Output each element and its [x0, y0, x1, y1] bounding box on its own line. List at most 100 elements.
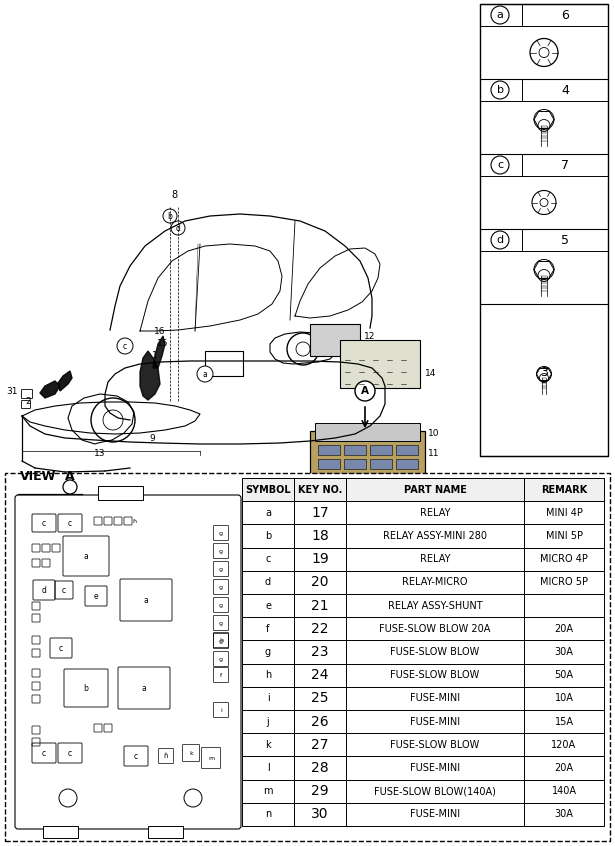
Text: c: c — [59, 644, 63, 652]
FancyBboxPatch shape — [294, 756, 346, 780]
Text: b: b — [496, 85, 504, 95]
Text: 140A: 140A — [552, 786, 576, 796]
Text: FUSE-MINI: FUSE-MINI — [410, 810, 460, 820]
Circle shape — [163, 209, 177, 223]
Polygon shape — [40, 381, 60, 398]
FancyBboxPatch shape — [148, 826, 183, 838]
FancyBboxPatch shape — [242, 710, 294, 733]
FancyBboxPatch shape — [5, 473, 610, 841]
FancyBboxPatch shape — [294, 525, 346, 547]
FancyBboxPatch shape — [396, 473, 418, 483]
Text: c: c — [68, 749, 72, 757]
Text: c: c — [68, 519, 72, 528]
Text: FUSE-MINI: FUSE-MINI — [410, 694, 460, 703]
Text: 11: 11 — [428, 449, 440, 458]
Text: 15: 15 — [157, 339, 169, 348]
Text: i: i — [267, 694, 269, 703]
FancyBboxPatch shape — [318, 459, 340, 469]
Text: MICRO 4P: MICRO 4P — [540, 554, 588, 564]
Text: FUSE-MINI: FUSE-MINI — [410, 763, 460, 773]
Text: 8: 8 — [171, 190, 177, 200]
Text: g: g — [219, 567, 223, 572]
FancyBboxPatch shape — [242, 571, 294, 594]
Text: 20: 20 — [311, 575, 329, 590]
Text: FUSE-SLOW BLOW: FUSE-SLOW BLOW — [391, 647, 480, 657]
Text: 15A: 15A — [555, 717, 574, 727]
FancyBboxPatch shape — [242, 501, 294, 525]
FancyBboxPatch shape — [344, 473, 366, 483]
FancyBboxPatch shape — [242, 618, 294, 640]
FancyBboxPatch shape — [294, 687, 346, 710]
FancyBboxPatch shape — [524, 547, 604, 571]
Text: g: g — [219, 585, 223, 590]
Text: l: l — [267, 763, 269, 773]
FancyBboxPatch shape — [346, 663, 524, 687]
Text: VIEW: VIEW — [20, 470, 57, 483]
Text: g: g — [219, 620, 223, 625]
FancyBboxPatch shape — [242, 478, 294, 501]
FancyBboxPatch shape — [315, 423, 420, 441]
Text: 120A: 120A — [552, 739, 577, 750]
FancyBboxPatch shape — [524, 501, 604, 525]
Text: c: c — [497, 160, 503, 170]
FancyBboxPatch shape — [524, 571, 604, 594]
FancyBboxPatch shape — [294, 501, 346, 525]
Text: n̂: n̂ — [132, 519, 136, 524]
FancyBboxPatch shape — [346, 618, 524, 640]
Text: c: c — [42, 519, 46, 528]
Text: 13: 13 — [94, 449, 106, 458]
FancyBboxPatch shape — [346, 547, 524, 571]
Text: 12: 12 — [364, 332, 375, 341]
FancyBboxPatch shape — [480, 4, 608, 456]
Text: c: c — [123, 342, 127, 350]
Text: 1: 1 — [152, 351, 158, 360]
FancyBboxPatch shape — [242, 640, 294, 663]
Text: A: A — [361, 386, 369, 396]
Text: A: A — [65, 470, 74, 483]
FancyBboxPatch shape — [524, 594, 604, 618]
Text: a: a — [84, 552, 89, 561]
FancyBboxPatch shape — [242, 547, 294, 571]
FancyBboxPatch shape — [242, 687, 294, 710]
FancyBboxPatch shape — [370, 473, 392, 483]
Polygon shape — [153, 336, 165, 368]
FancyBboxPatch shape — [344, 459, 366, 469]
Text: 3: 3 — [540, 365, 548, 378]
FancyBboxPatch shape — [98, 486, 143, 500]
Text: 19: 19 — [311, 552, 329, 566]
Text: g: g — [219, 530, 223, 536]
Text: f: f — [266, 624, 270, 634]
Text: c: c — [42, 749, 46, 757]
FancyBboxPatch shape — [294, 733, 346, 756]
Circle shape — [197, 366, 213, 382]
Text: b: b — [84, 684, 89, 693]
Circle shape — [355, 381, 375, 401]
FancyBboxPatch shape — [346, 525, 524, 547]
FancyBboxPatch shape — [310, 431, 425, 491]
Text: n: n — [265, 810, 271, 820]
Text: m: m — [208, 755, 214, 761]
Text: MINI 5P: MINI 5P — [546, 531, 582, 541]
FancyBboxPatch shape — [15, 495, 241, 829]
Text: 14: 14 — [425, 369, 437, 378]
Text: 24: 24 — [311, 668, 329, 682]
Text: g: g — [219, 656, 223, 662]
FancyBboxPatch shape — [294, 780, 346, 803]
Text: n̂: n̂ — [164, 753, 169, 759]
FancyBboxPatch shape — [346, 571, 524, 594]
Text: k: k — [189, 750, 193, 755]
Text: 10A: 10A — [555, 694, 573, 703]
FancyBboxPatch shape — [242, 663, 294, 687]
FancyBboxPatch shape — [524, 756, 604, 780]
Text: a: a — [141, 684, 146, 693]
FancyBboxPatch shape — [340, 340, 420, 388]
FancyBboxPatch shape — [346, 756, 524, 780]
FancyBboxPatch shape — [242, 780, 294, 803]
Text: m: m — [263, 786, 272, 796]
Text: g: g — [219, 602, 223, 607]
Text: 16: 16 — [154, 327, 166, 336]
Text: 30A: 30A — [555, 810, 573, 820]
Text: b: b — [265, 531, 271, 541]
FancyBboxPatch shape — [346, 501, 524, 525]
FancyBboxPatch shape — [294, 640, 346, 663]
